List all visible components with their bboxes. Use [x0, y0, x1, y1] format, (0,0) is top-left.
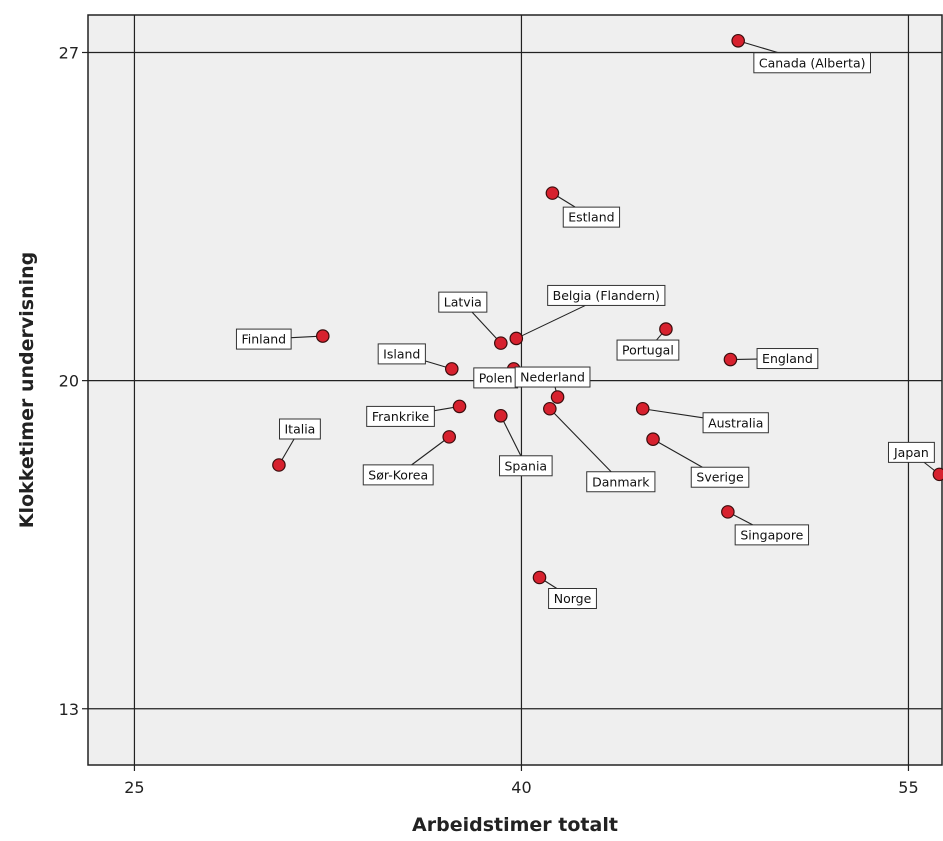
data-point: [273, 459, 285, 471]
point-label: Spania: [505, 458, 548, 473]
point-label: Australia: [708, 415, 763, 430]
point-label: Norge: [554, 591, 592, 606]
data-point: [544, 403, 556, 415]
point-label: Polen: [479, 370, 513, 385]
point-label: Finland: [241, 332, 286, 347]
data-point: [317, 330, 329, 342]
point-label: Latvia: [444, 295, 482, 310]
data-point: [551, 391, 563, 403]
point-label: England: [762, 351, 813, 366]
point-label: Italia: [284, 422, 315, 437]
x-axis-title: Arbeidstimer totalt: [412, 814, 618, 836]
data-point: [495, 337, 507, 349]
data-point: [722, 506, 734, 518]
data-point: [647, 433, 659, 445]
data-point: [510, 332, 522, 344]
point-label: Nederland: [520, 370, 585, 385]
data-point: [495, 410, 507, 422]
data-point: [453, 400, 465, 412]
plot-area: [88, 15, 942, 765]
point-label: Frankrike: [372, 409, 430, 424]
data-point: [933, 468, 943, 480]
y-tick-label: 13: [59, 700, 79, 719]
point-label: Singapore: [740, 527, 803, 542]
data-point: [637, 403, 649, 415]
point-label: Belgia (Flandern): [553, 288, 660, 303]
x-tick-label: 55: [898, 778, 918, 797]
data-point: [660, 323, 672, 335]
data-point: [546, 187, 558, 199]
point-label: Canada (Alberta): [759, 55, 866, 70]
data-point: [446, 363, 458, 375]
point-label: Japan: [893, 445, 929, 460]
y-tick-label: 27: [59, 44, 79, 63]
point-label: Danmark: [592, 474, 650, 489]
point-label: Sverige: [696, 470, 744, 485]
y-tick-label: 20: [59, 372, 79, 391]
point-label: Estland: [568, 210, 614, 225]
point-label: Island: [383, 346, 420, 361]
y-axis-title: Klokketimer undervisning: [16, 252, 38, 528]
data-point: [732, 35, 744, 47]
x-tick-label: 25: [124, 778, 144, 797]
point-label: Sør-Korea: [368, 467, 428, 482]
point-label: Portugal: [622, 343, 674, 358]
data-point: [533, 571, 545, 583]
x-tick-label: 40: [511, 778, 531, 797]
data-point: [443, 431, 455, 443]
data-point: [724, 353, 736, 365]
